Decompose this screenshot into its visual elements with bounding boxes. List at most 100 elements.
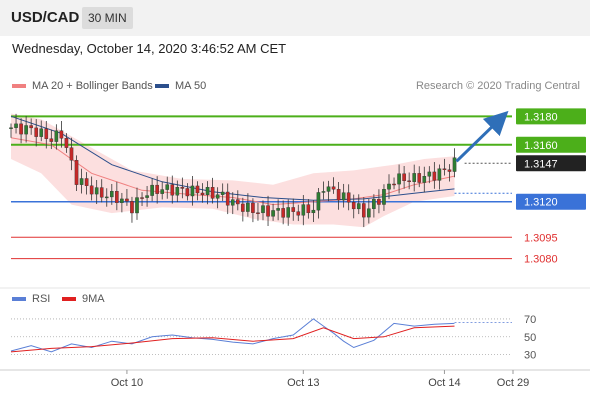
candle [170, 175, 175, 204]
candle-body [104, 196, 109, 199]
candle [356, 194, 361, 215]
interval-badge[interactable]: 30 MIN [82, 7, 133, 29]
candle-body [427, 171, 432, 177]
candle [180, 177, 185, 199]
candle-body [89, 185, 94, 195]
candle-body [225, 191, 230, 206]
candle-body [382, 189, 386, 205]
candle [387, 174, 391, 200]
x-axis-label-1: Oct 13 [287, 377, 319, 389]
candle [190, 175, 195, 206]
resistance-label-1-bg [516, 136, 586, 153]
candle [326, 180, 331, 202]
candle-body [180, 187, 185, 189]
candle [140, 192, 144, 207]
candle [14, 113, 18, 134]
resistance-label-1: 1.3160 [524, 140, 558, 152]
candle [331, 177, 336, 194]
candle [64, 133, 69, 153]
candle [160, 181, 165, 200]
candle-body [286, 207, 291, 218]
candle-body [301, 204, 306, 216]
candle-body [261, 205, 265, 214]
candle [44, 120, 49, 149]
candle [301, 195, 306, 226]
chart-datetime: Wednesday, October 14, 2020 3:46:52 AM C… [12, 41, 287, 56]
candle [256, 202, 260, 221]
candle [362, 197, 366, 228]
support-label-5: 1.3080 [524, 254, 558, 266]
candle [271, 203, 275, 221]
candle [392, 177, 396, 190]
candle-body [29, 125, 33, 129]
candle-body [447, 169, 452, 172]
candle [109, 183, 114, 205]
candle-body [165, 184, 170, 190]
candle [200, 183, 205, 203]
candle-body [170, 184, 175, 196]
candle-body [367, 208, 371, 218]
legend-rsi: RSI [12, 293, 50, 305]
candle-body [281, 208, 285, 218]
candle-body [402, 173, 406, 182]
candle [235, 190, 240, 211]
candle [286, 199, 291, 226]
candle-body [74, 160, 79, 185]
candle-body [205, 187, 210, 196]
candle-body [251, 202, 255, 213]
candle-body [115, 191, 119, 203]
candle [49, 129, 54, 150]
legend-ma50-label: MA 50 [175, 80, 207, 92]
candle [372, 194, 376, 218]
resistance-label-0-bg [516, 108, 586, 125]
candle-body [135, 197, 139, 214]
candle-body [276, 208, 280, 211]
candle-body [200, 192, 205, 196]
candle [135, 187, 139, 220]
candle [382, 184, 386, 211]
candle [397, 164, 401, 194]
candle-body [210, 187, 215, 199]
candle-body [296, 211, 301, 216]
candle-body [49, 138, 54, 142]
candle-body [59, 130, 64, 139]
candle [94, 179, 99, 205]
candle [306, 199, 311, 219]
candle-body [150, 184, 154, 196]
candle-body [9, 127, 13, 129]
candle-body [316, 192, 321, 211]
candle-body [432, 171, 437, 181]
ma50-swatch [155, 84, 169, 89]
candle [452, 148, 457, 178]
candle-body [235, 199, 240, 205]
candle [39, 120, 44, 142]
x-axis-label-2: Oct 14 [428, 377, 460, 389]
candle [261, 200, 265, 221]
candle-body [54, 130, 59, 142]
candle-body [79, 178, 84, 185]
candle [215, 187, 220, 209]
candle [24, 115, 28, 143]
candle-body [220, 191, 225, 195]
candle-body [160, 189, 165, 194]
candle-body [120, 198, 124, 203]
candle-body [190, 185, 195, 197]
candle [145, 185, 149, 207]
rsi-tick-70: 70 [524, 314, 536, 326]
candle-body [155, 184, 159, 194]
candle [296, 204, 301, 222]
candle-body [44, 128, 49, 139]
candle [281, 200, 285, 225]
candle-body [417, 173, 422, 183]
candle [321, 181, 326, 200]
candle-body [291, 207, 296, 212]
candles-group [9, 113, 457, 228]
candle-body [24, 125, 28, 135]
candle [89, 176, 94, 201]
candle-body [99, 187, 104, 198]
candle [377, 189, 381, 214]
candle-body [14, 123, 18, 128]
candle [34, 119, 38, 147]
last-price-label-2: 1.3147 [524, 158, 558, 170]
